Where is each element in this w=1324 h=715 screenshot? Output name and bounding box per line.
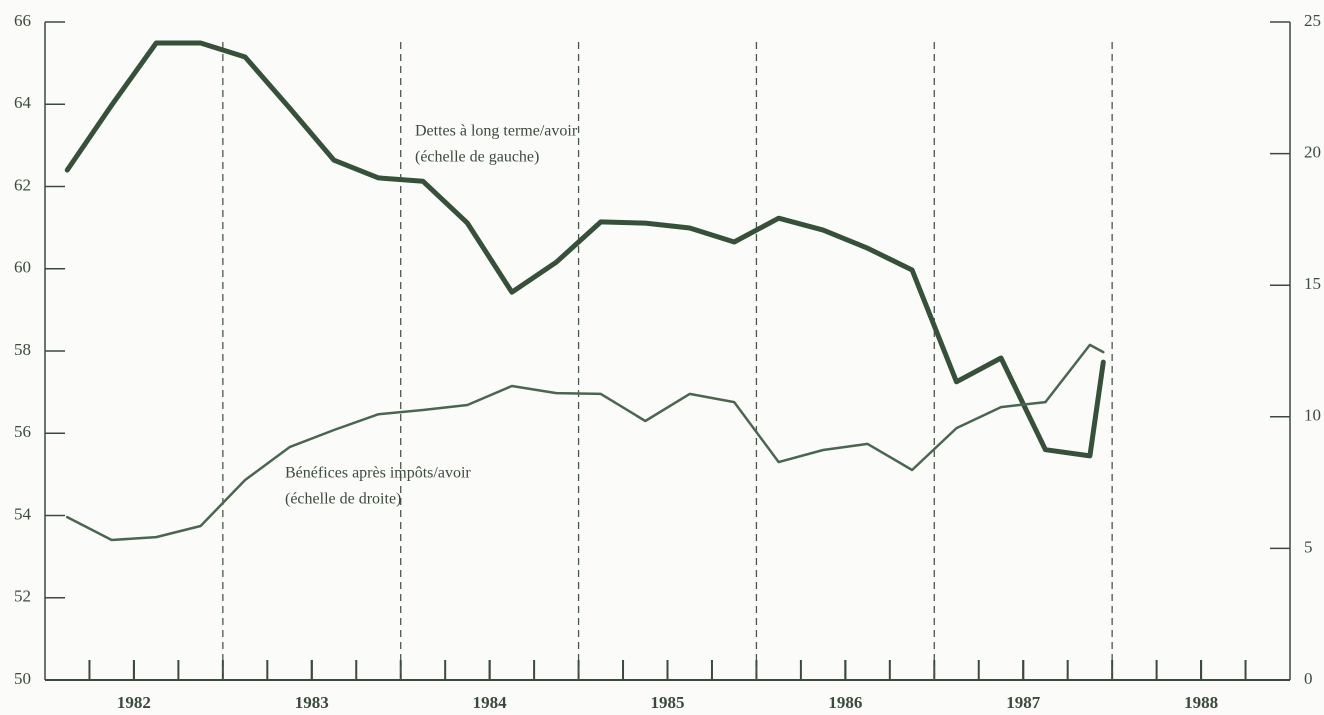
y2-tick-label: 5: [1304, 537, 1313, 556]
annotation: Bénéfices après impôts/avoir: [285, 465, 471, 482]
y2-tick-label: 15: [1304, 274, 1321, 293]
annotation: Dettes à long terme/avoir: [415, 123, 578, 140]
x-tick-label: 1983: [295, 693, 329, 712]
y-tick-label: 54: [14, 504, 32, 523]
x-tick-label: 1984: [473, 693, 508, 712]
y-tick-label: 60: [14, 258, 31, 277]
y-tick-label: 52: [14, 587, 31, 606]
y-tick-label: 58: [14, 340, 31, 359]
y-tick-label: 62: [14, 175, 31, 194]
x-tick-label: 1985: [651, 693, 685, 712]
x-tick-label: 1987: [1006, 693, 1041, 712]
y-tick-label: 50: [14, 669, 31, 688]
annotation: (échelle de gauche): [415, 149, 539, 166]
y2-tick-label: 10: [1304, 406, 1321, 425]
x-tick-label: 1982: [117, 693, 151, 712]
series-line: [64, 40, 1106, 459]
y2-tick-label: 0: [1304, 669, 1313, 688]
x-tick-label: 1986: [828, 693, 862, 712]
series-line: [65, 343, 1105, 542]
y-tick-label: 56: [14, 422, 31, 441]
x-tick-label: 1988: [1184, 693, 1218, 712]
y2-tick-label: 25: [1304, 11, 1321, 30]
y2-tick-label: 20: [1304, 143, 1321, 162]
y-tick-label: 66: [14, 11, 31, 30]
y-tick-label: 64: [14, 93, 32, 112]
annotation: (échelle de droite): [285, 491, 401, 508]
